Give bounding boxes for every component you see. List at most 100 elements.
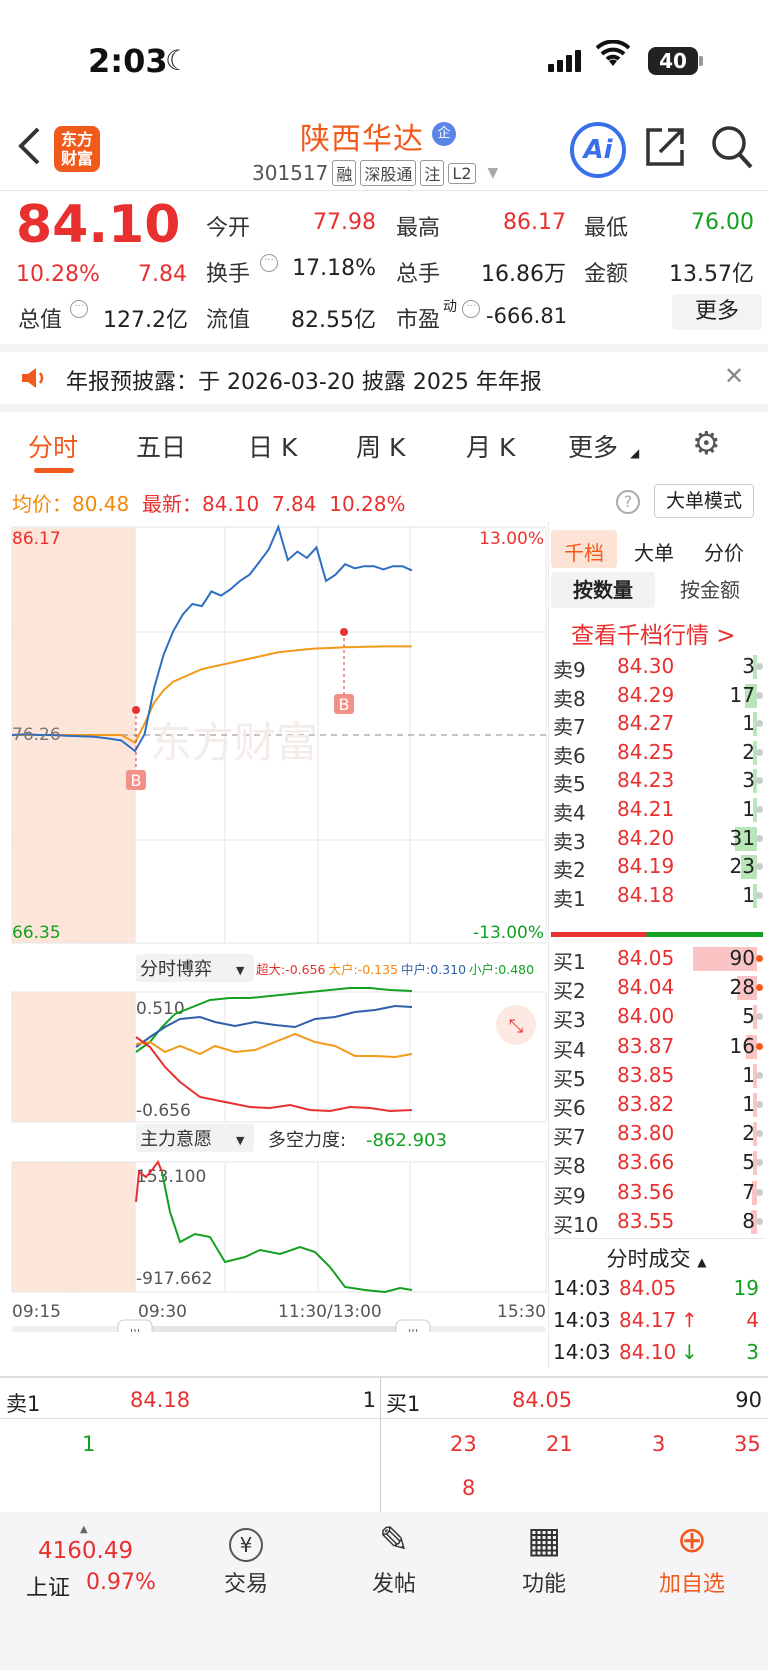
index-ticker[interactable]: ▲ 4160.49 上证 0.97% xyxy=(20,1524,170,1601)
axis-bottom-price: 66.35 xyxy=(12,923,61,943)
enterprise-badge: 企 xyxy=(432,122,456,146)
status-dot xyxy=(756,984,763,992)
depth-label: 买4 xyxy=(553,1037,586,1062)
caret-icon: ◢ xyxy=(630,446,640,460)
amount-label: 金额 xyxy=(584,262,629,287)
by-amount-button[interactable]: 按金额 xyxy=(680,578,740,602)
bid-row[interactable]: 买10 83.55 8 xyxy=(551,1207,763,1237)
search-icon[interactable] xyxy=(710,124,754,174)
depth-qty: 16 xyxy=(729,1033,755,1058)
bottom-buy1-label: 买1 xyxy=(386,1392,421,1416)
open-label: 今开 xyxy=(206,216,251,241)
ask-row[interactable]: 卖1 84.18 1 xyxy=(551,881,763,911)
tab-big-order[interactable]: 大单 xyxy=(634,541,674,565)
tab-five-day[interactable]: 五日 xyxy=(136,433,187,462)
tab-depth[interactable]: 千档 xyxy=(564,541,604,565)
bid-row[interactable]: 买1 84.05 90 xyxy=(551,944,763,974)
bottom-box-vdivider xyxy=(380,1378,381,1512)
back-icon[interactable] xyxy=(16,126,42,170)
pe-sup: 动 xyxy=(443,299,457,315)
main-force-line-red xyxy=(135,1159,163,1203)
depth-label: 卖6 xyxy=(553,743,586,768)
tab-monthly[interactable]: 月 K xyxy=(466,433,516,462)
nav-label: 交易 xyxy=(223,1572,268,1597)
ai-button[interactable]: Ai xyxy=(570,122,626,178)
ask-row[interactable]: 卖6 84.25 2 xyxy=(551,738,763,768)
stock-code-row[interactable]: 301517 融 深股通 注 L2 ▼ xyxy=(252,160,498,186)
status-dot xyxy=(756,720,763,728)
more-button[interactable]: 更多 xyxy=(672,294,762,330)
low-label: 最低 xyxy=(584,216,629,241)
trade-row: 14:03 84.17 ↑ 4 xyxy=(553,1308,763,1332)
battery-icon: 40 xyxy=(648,47,698,75)
nav-label: 发帖 xyxy=(371,1572,416,1597)
ask-row[interactable]: 卖8 84.29 17 xyxy=(551,681,763,711)
depth-label: 卖4 xyxy=(553,801,586,825)
nav-post[interactable]: ✎ 发帖 xyxy=(344,1516,444,1598)
nav-add-watchlist[interactable]: ⊕ 加自选 xyxy=(642,1516,742,1598)
close-icon[interactable]: ✕ xyxy=(724,362,745,390)
bid-row[interactable]: 买6 83.82 1 xyxy=(551,1090,763,1120)
info-icon[interactable]: ··· xyxy=(462,300,480,318)
tab-more[interactable]: 更多 xyxy=(568,433,619,462)
notice-text: 年报预披露：于 2026-03-20 披露 2025 年年报 xyxy=(66,370,542,395)
help-icon[interactable]: ? xyxy=(616,490,640,514)
tab-daily[interactable]: 日 K xyxy=(248,433,298,462)
notice-bar[interactable] xyxy=(0,344,768,412)
depth-label: 卖9 xyxy=(553,658,586,682)
trades-title-row[interactable]: 分时成交 ▲ xyxy=(549,1238,764,1271)
dropdown-icon[interactable]: ▼ xyxy=(487,165,499,181)
turnover-label: 换手 xyxy=(206,262,251,287)
depth-qty: 23 xyxy=(729,854,755,879)
info-icon[interactable]: ··· xyxy=(260,254,278,272)
nav-trade[interactable]: ¥ 交易 xyxy=(196,1516,296,1598)
index-name: 上证 xyxy=(26,1576,71,1601)
ask-row[interactable]: 卖5 84.23 3 xyxy=(551,766,763,796)
ask-row[interactable]: 卖2 84.19 23 xyxy=(551,852,763,882)
ask-row[interactable]: 卖3 84.20 31 xyxy=(551,824,763,854)
bid-row[interactable]: 买8 83.66 5 xyxy=(551,1148,763,1178)
ask-row[interactable]: 卖7 84.27 1 xyxy=(551,709,763,739)
tab-price-dist[interactable]: 分价 xyxy=(704,541,744,565)
bid-row[interactable]: 买3 84.00 5 xyxy=(551,1002,763,1032)
gear-icon[interactable]: ⚙ xyxy=(692,424,721,462)
depth-label: 买7 xyxy=(553,1125,586,1150)
depth-price: 83.82 xyxy=(617,1092,675,1116)
bid-row[interactable]: 买4 83.87 16 xyxy=(551,1032,763,1062)
tag-connect: 深股通 xyxy=(360,160,417,186)
share-icon[interactable] xyxy=(644,126,686,172)
trade-price: 84.17 xyxy=(619,1308,677,1332)
qty-bar xyxy=(753,883,757,908)
view-depth-link[interactable]: 查看千档行情 > xyxy=(571,623,736,649)
bid-row[interactable]: 买2 84.04 28 xyxy=(551,973,763,1003)
depth-qty: 2 xyxy=(742,739,755,764)
big-order-mode-button[interactable]: 大单模式 xyxy=(654,484,754,518)
bid-row[interactable]: 买9 83.56 7 xyxy=(551,1178,763,1208)
nav-functions[interactable]: ▦ 功能 xyxy=(494,1516,594,1598)
ask-row[interactable]: 卖9 84.30 3 xyxy=(551,652,763,682)
tab-weekly[interactable]: 周 K xyxy=(356,433,406,462)
status-dot xyxy=(756,1188,763,1196)
bottom-quote-box xyxy=(0,1376,768,1512)
trade-arrow: ↑ xyxy=(681,1308,698,1332)
buy-queue-item: 3 xyxy=(652,1432,666,1456)
sell-queue-item: 1 xyxy=(82,1432,96,1456)
svg-text:III: III xyxy=(408,1327,419,1332)
depth-price: 84.19 xyxy=(617,854,675,879)
game-line-superlarge xyxy=(135,1036,413,1113)
by-quantity-button[interactable]: 按数量 xyxy=(551,572,655,608)
trade-time: 14:03 xyxy=(553,1308,611,1332)
header-divider xyxy=(0,190,768,191)
bid-row[interactable]: 买7 83.80 2 xyxy=(551,1119,763,1149)
depth-qty: 1 xyxy=(742,1062,755,1087)
tab-intraday[interactable]: 分时 xyxy=(28,433,79,462)
grid-icon: ▦ xyxy=(526,1520,561,1561)
intraday-chart[interactable]: 东方财富 B B 86.17 76.26 66.35 13.00% -13.00… xyxy=(0,522,548,1332)
info-icon[interactable]: ··· xyxy=(70,300,88,318)
main-force-line-green xyxy=(161,1171,413,1294)
ask-row[interactable]: 卖4 84.21 1 xyxy=(551,795,763,825)
tag-l2: L2 xyxy=(448,162,476,184)
bid-row[interactable]: 买5 83.85 1 xyxy=(551,1061,763,1091)
bottom-buy1-price: 84.05 xyxy=(512,1388,573,1412)
x-label-open: 09:30 xyxy=(138,1302,187,1322)
